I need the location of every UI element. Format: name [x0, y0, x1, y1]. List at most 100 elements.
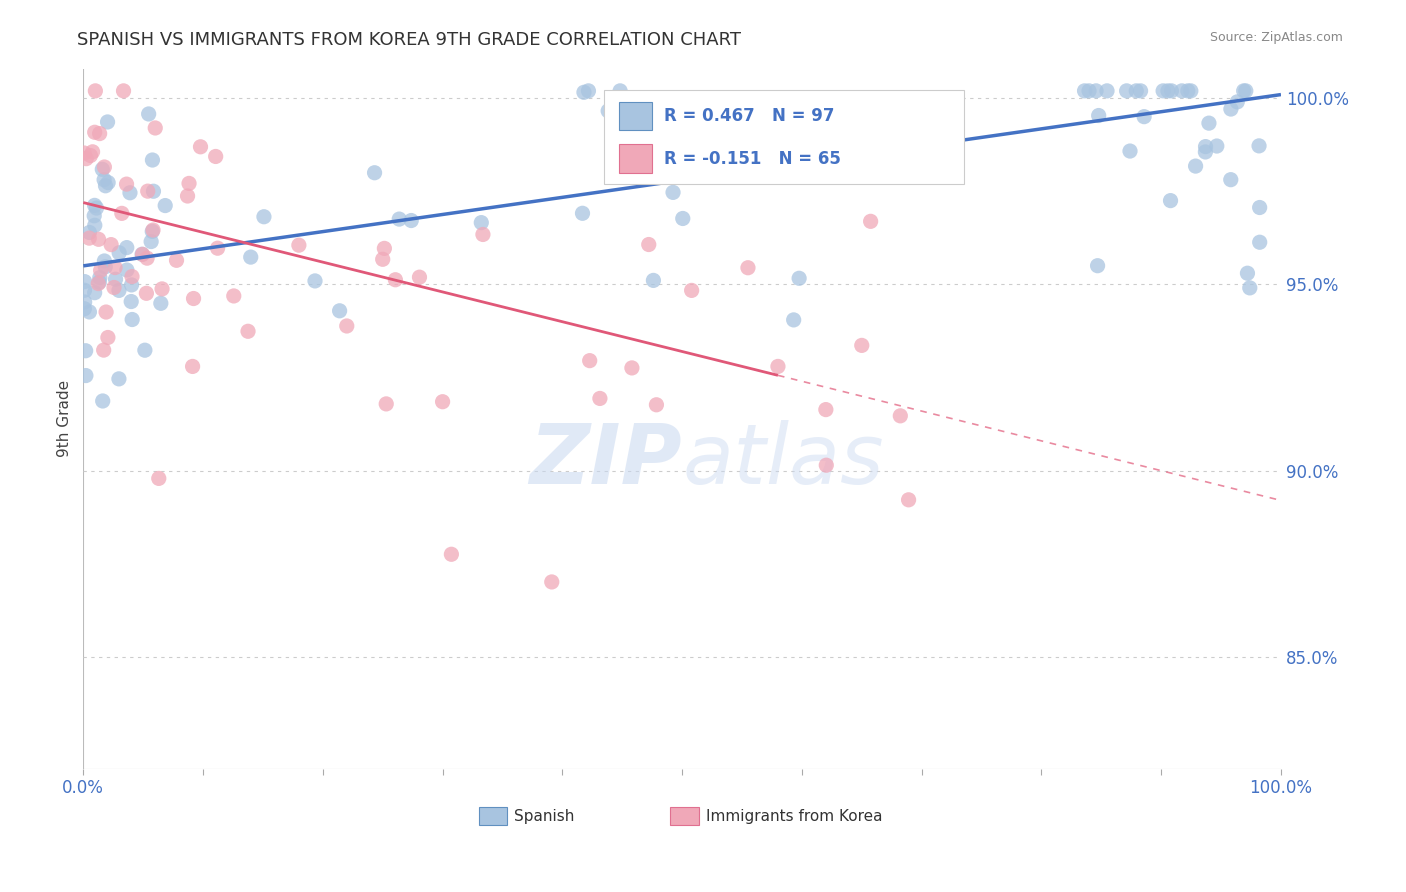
Point	[1085, 84, 1108, 98]
Point	[1133, 110, 1156, 124]
Point	[121, 269, 143, 284]
Point	[1219, 102, 1241, 116]
Point	[1073, 84, 1095, 98]
Point	[166, 253, 188, 268]
Point	[83, 125, 105, 139]
Point	[681, 284, 703, 298]
Point	[135, 286, 157, 301]
Point	[589, 392, 612, 406]
Point	[142, 184, 165, 198]
Point	[1160, 194, 1182, 208]
Point	[73, 275, 96, 289]
Point	[578, 84, 600, 98]
Point	[799, 163, 821, 178]
Point	[148, 471, 170, 485]
Point	[1184, 159, 1206, 173]
Point	[73, 295, 96, 310]
Point	[766, 359, 789, 374]
Point	[1249, 201, 1271, 215]
Point	[89, 275, 111, 289]
Point	[176, 189, 198, 203]
Point	[177, 177, 200, 191]
Point	[1087, 109, 1109, 123]
Point	[75, 343, 97, 358]
Point	[637, 237, 659, 252]
Point	[363, 166, 385, 180]
Point	[1171, 84, 1194, 98]
Point	[89, 270, 111, 285]
Point	[73, 301, 96, 316]
Point	[1119, 144, 1142, 158]
Point	[143, 120, 166, 135]
Point	[103, 280, 125, 294]
Point	[384, 273, 406, 287]
Point	[222, 289, 245, 303]
Point	[815, 458, 838, 473]
Point	[388, 212, 411, 227]
Point	[75, 368, 97, 383]
Point	[851, 338, 873, 352]
Point	[83, 198, 105, 212]
Point	[706, 163, 728, 178]
Point	[97, 176, 120, 190]
Point	[329, 303, 352, 318]
Point	[142, 223, 165, 237]
Point	[73, 283, 96, 297]
Point	[1160, 84, 1182, 98]
Point	[79, 226, 101, 240]
Point	[859, 214, 882, 228]
Point	[120, 294, 142, 309]
Point	[149, 296, 172, 310]
Point	[1095, 84, 1118, 98]
Point	[598, 103, 620, 118]
Point	[288, 238, 311, 252]
Point	[115, 241, 138, 255]
Point	[253, 210, 276, 224]
Point	[83, 285, 105, 300]
Point	[75, 152, 97, 166]
Point	[77, 231, 100, 245]
Point	[1205, 139, 1227, 153]
Point	[375, 397, 398, 411]
Point	[1194, 145, 1216, 159]
Bar	[671, 807, 699, 824]
Point	[115, 177, 138, 191]
Point	[108, 372, 131, 386]
Point	[889, 409, 911, 423]
Point	[121, 312, 143, 326]
Point	[336, 318, 359, 333]
Point	[111, 206, 134, 220]
Point	[1157, 84, 1180, 98]
Point	[204, 149, 226, 163]
Point	[93, 173, 115, 187]
Point	[83, 209, 105, 223]
Point	[1129, 84, 1152, 98]
Point	[79, 305, 101, 319]
Point	[471, 227, 494, 242]
Point	[619, 120, 641, 135]
Point	[1180, 84, 1202, 98]
FancyBboxPatch shape	[605, 89, 963, 184]
Text: SPANISH VS IMMIGRANTS FROM KOREA 9TH GRADE CORRELATION CHART: SPANISH VS IMMIGRANTS FROM KOREA 9TH GRA…	[77, 31, 741, 49]
Point	[897, 492, 920, 507]
Point	[1226, 95, 1249, 109]
Point	[1219, 172, 1241, 186]
Point	[150, 282, 173, 296]
Text: Source: ZipAtlas.com: Source: ZipAtlas.com	[1209, 31, 1343, 45]
Point	[96, 115, 118, 129]
Point	[207, 241, 229, 255]
Point	[131, 247, 153, 261]
Text: atlas: atlas	[682, 420, 884, 501]
Point	[737, 260, 759, 275]
Point	[1177, 84, 1199, 98]
Point	[87, 232, 110, 246]
Point	[83, 219, 105, 233]
Bar	[619, 102, 652, 130]
Point	[1239, 281, 1261, 295]
Point	[440, 547, 463, 561]
Point	[1234, 84, 1257, 98]
Text: ZIP: ZIP	[530, 420, 682, 501]
Point	[91, 162, 114, 177]
Point	[138, 107, 160, 121]
Text: Spanish: Spanish	[515, 809, 575, 824]
